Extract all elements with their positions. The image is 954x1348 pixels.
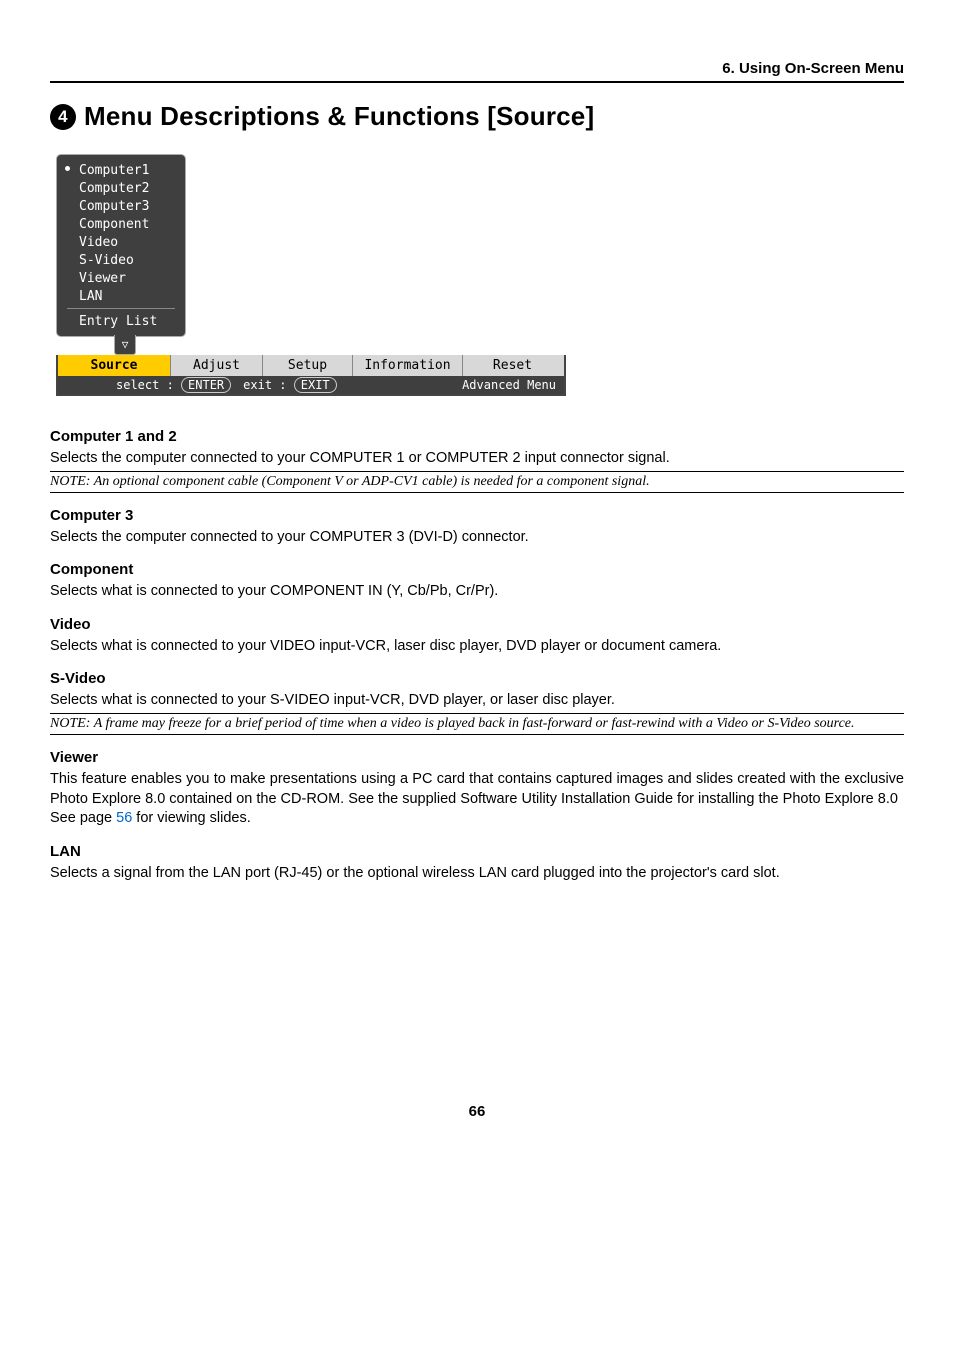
chapter-header: 6. Using On-Screen Menu bbox=[50, 60, 904, 83]
osd-tab-adjust: Adjust bbox=[170, 355, 262, 376]
osd-item-computer1: Computer1 bbox=[67, 161, 175, 179]
body-text: Selects what is connected to your VIDEO … bbox=[50, 637, 904, 657]
osd-down-arrow-icon: ▽ bbox=[114, 335, 136, 355]
osd-item-viewer: Viewer bbox=[67, 269, 175, 287]
section-svideo: S-Video Selects what is connected to you… bbox=[50, 670, 904, 735]
osd-tab-information: Information bbox=[352, 355, 462, 376]
enter-key-icon: ENTER bbox=[181, 377, 231, 393]
section-component: Component Selects what is connected to y… bbox=[50, 561, 904, 602]
heading: Video bbox=[50, 616, 904, 633]
osd-item-entrylist: Entry List bbox=[67, 312, 175, 330]
osd-menu-screenshot: Computer1 Computer2 Computer3 Component … bbox=[56, 154, 566, 396]
body-text: Selects a signal from the LAN port (RJ-4… bbox=[50, 864, 904, 884]
note-text: NOTE: An optional component cable (Compo… bbox=[50, 471, 904, 493]
osd-item-component: Component bbox=[67, 215, 175, 233]
document-page: 6. Using On-Screen Menu 4 Menu Descripti… bbox=[0, 0, 954, 1160]
heading: LAN bbox=[50, 843, 904, 860]
section-lan: LAN Selects a signal from the LAN port (… bbox=[50, 843, 904, 884]
heading: Computer 3 bbox=[50, 507, 904, 524]
osd-item-video: Video bbox=[67, 233, 175, 251]
section-number-icon: 4 bbox=[50, 104, 76, 130]
osd-item-lan: LAN bbox=[67, 287, 175, 305]
heading: Viewer bbox=[50, 749, 904, 766]
section-viewer: Viewer This feature enables you to make … bbox=[50, 749, 904, 829]
heading: Component bbox=[50, 561, 904, 578]
section-computer12: Computer 1 and 2 Selects the computer co… bbox=[50, 428, 904, 493]
section-video: Video Selects what is connected to your … bbox=[50, 616, 904, 657]
osd-tab-source: Source bbox=[58, 355, 170, 376]
page-title-text: Menu Descriptions & Functions [Source] bbox=[84, 101, 594, 132]
page-reference-link[interactable]: 56 bbox=[116, 810, 132, 826]
osd-footer: select : ENTER exit : EXIT Advanced Menu bbox=[56, 376, 566, 396]
osd-footer-hints: select : ENTER exit : EXIT bbox=[66, 378, 337, 392]
page-title: 4 Menu Descriptions & Functions [Source] bbox=[50, 101, 904, 132]
osd-item-computer3: Computer3 bbox=[67, 197, 175, 215]
osd-source-list: Computer1 Computer2 Computer3 Component … bbox=[56, 154, 186, 337]
body-text: Selects the computer connected to your C… bbox=[50, 449, 904, 469]
osd-hint-select: select : ENTER bbox=[116, 378, 231, 392]
section-computer3: Computer 3 Selects the computer connecte… bbox=[50, 507, 904, 548]
osd-hint-exit: exit : EXIT bbox=[243, 378, 337, 392]
page-number: 66 bbox=[50, 1103, 904, 1120]
osd-hint-exit-label: exit : bbox=[243, 378, 286, 392]
note-text: NOTE: A frame may freeze for a brief per… bbox=[50, 713, 904, 735]
osd-tab-setup: Setup bbox=[262, 355, 352, 376]
osd-divider bbox=[67, 308, 175, 309]
body-text-2: See page 56 for viewing slides. bbox=[50, 809, 904, 829]
text-fragment: for viewing slides. bbox=[132, 810, 250, 826]
osd-item-svideo: S-Video bbox=[67, 251, 175, 269]
osd-tab-bar: Source Adjust Setup Information Reset bbox=[56, 355, 566, 376]
osd-tab-reset: Reset bbox=[462, 355, 562, 376]
osd-footer-mode: Advanced Menu bbox=[462, 378, 556, 392]
osd-item-computer2: Computer2 bbox=[67, 179, 175, 197]
body-text: This feature enables you to make present… bbox=[50, 770, 904, 809]
osd-hint-select-label: select : bbox=[116, 378, 174, 392]
body-text: Selects what is connected to your S-VIDE… bbox=[50, 691, 904, 711]
heading: S-Video bbox=[50, 670, 904, 687]
exit-key-icon: EXIT bbox=[294, 377, 337, 393]
heading: Computer 1 and 2 bbox=[50, 428, 904, 445]
body-text: Selects the computer connected to your C… bbox=[50, 528, 904, 548]
body-text: Selects what is connected to your COMPON… bbox=[50, 582, 904, 602]
text-fragment: See page bbox=[50, 810, 116, 826]
